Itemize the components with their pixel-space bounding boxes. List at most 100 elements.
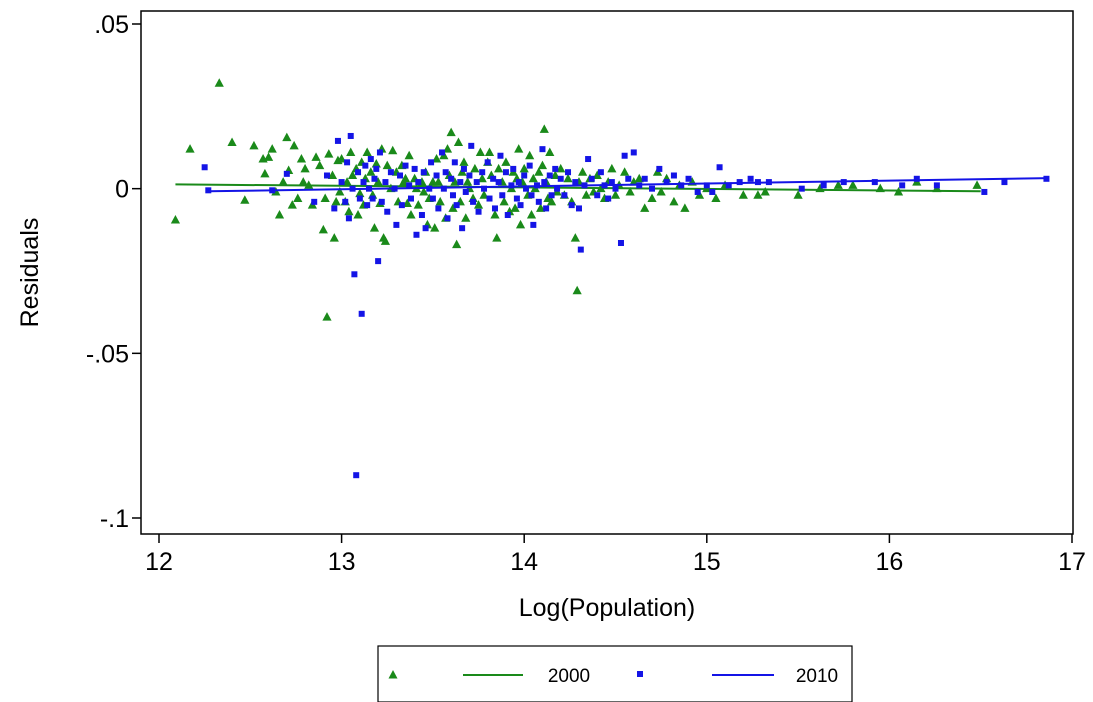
data-point-2010 (440, 185, 447, 192)
data-point-2000 (556, 163, 566, 173)
data-point-2000 (647, 193, 657, 203)
data-point-2010 (588, 175, 595, 182)
data-point-2010 (371, 175, 378, 182)
data-point-2000 (240, 195, 250, 204)
data-point-2000 (833, 180, 843, 189)
data-point-2010 (554, 185, 561, 192)
data-point-2010 (407, 195, 414, 202)
data-point-2000 (620, 167, 630, 176)
data-point-2000 (484, 147, 495, 156)
data-point-2000 (296, 154, 307, 163)
x-tick-label: 15 (693, 548, 721, 576)
x-tick-label: 17 (1058, 548, 1086, 576)
data-point-2000 (545, 147, 555, 156)
data-point-2000 (515, 219, 526, 229)
data-point-2000 (470, 163, 480, 173)
data-point-2010 (548, 192, 555, 199)
data-point-2000 (452, 239, 462, 249)
data-point-2010 (448, 175, 455, 182)
data-point-2000 (477, 173, 487, 183)
x-tick-label: 14 (510, 548, 538, 576)
data-point-2000 (501, 157, 511, 166)
data-point-2000 (278, 177, 288, 186)
data-point-2000 (185, 144, 195, 153)
data-point-2000 (227, 137, 237, 147)
data-point-2010 (398, 202, 405, 209)
data-point-2010 (413, 231, 420, 238)
data-point-2000 (282, 132, 292, 142)
data-point-2000 (315, 160, 325, 170)
data-point-2010 (747, 175, 754, 182)
data-point-2010 (402, 162, 409, 169)
data-point-2000 (563, 173, 573, 183)
data-point-2010 (572, 179, 579, 186)
data-point-2000 (453, 137, 464, 147)
data-point-2010 (565, 169, 572, 176)
data-point-2000 (355, 188, 365, 198)
data-point-2010 (429, 195, 436, 202)
data-point-2010 (517, 202, 524, 209)
data-point-2010 (504, 212, 511, 219)
data-point-2000 (170, 214, 181, 224)
data-point-2010 (201, 164, 208, 171)
data-point-2010 (449, 192, 456, 199)
data-point-2010 (541, 179, 548, 186)
data-point-2000 (329, 233, 339, 242)
data-point-2010 (466, 172, 473, 179)
data-point-2010 (871, 179, 878, 186)
data-point-2000 (537, 160, 548, 170)
data-point-2000 (492, 233, 502, 242)
data-point-2000 (848, 180, 858, 189)
data-point-2000 (346, 147, 356, 156)
data-point-2000 (362, 147, 372, 156)
data-point-2000 (711, 193, 721, 203)
data-point-2000 (625, 186, 635, 196)
data-point-2010 (459, 225, 466, 232)
data-point-2000 (570, 233, 580, 242)
data-point-2000 (680, 203, 690, 212)
data-point-2010 (384, 208, 391, 215)
data-point-2010 (557, 175, 564, 182)
data-point-2010 (725, 182, 732, 189)
data-point-2010 (499, 192, 506, 199)
data-point-2010 (510, 165, 517, 172)
x-tick-label: 12 (145, 548, 173, 576)
data-point-2000 (430, 223, 440, 232)
data-point-2000 (669, 196, 679, 206)
y-tick-label: -.05 (86, 340, 129, 368)
data-point-2000 (371, 158, 381, 168)
data-point-2010 (625, 175, 632, 182)
data-point-2010 (526, 162, 533, 169)
data-point-2010 (709, 188, 716, 195)
data-point-2000 (214, 78, 224, 87)
data-point-2000 (510, 203, 520, 212)
data-point-2000 (592, 170, 602, 179)
data-point-2010 (347, 132, 354, 139)
data-point-2000 (320, 193, 330, 203)
y-tick-label: 0 (115, 176, 129, 204)
data-point-2000 (546, 196, 557, 206)
data-point-2000 (462, 177, 473, 186)
data-point-2000 (337, 154, 347, 163)
data-point-2000 (318, 224, 328, 234)
data-point-2010 (530, 221, 537, 228)
data-point-2000 (327, 170, 338, 179)
data-point-2010 (338, 179, 345, 186)
data-point-2010 (344, 159, 351, 166)
data-point-2010 (356, 195, 363, 202)
data-point-2010 (515, 179, 522, 186)
data-point-2010 (981, 188, 988, 195)
data-point-2000 (572, 285, 582, 295)
data-point-2010 (703, 182, 710, 189)
data-point-2010 (444, 215, 451, 222)
legend-marker-triangle (388, 670, 398, 679)
data-point-2010 (577, 246, 584, 253)
data-point-2010 (575, 205, 582, 212)
data-point-2000 (347, 170, 358, 179)
data-point-2000 (629, 177, 639, 186)
data-point-2010 (552, 165, 559, 172)
data-point-2010 (535, 198, 542, 205)
data-point-2010 (345, 215, 352, 222)
data-point-2010 (331, 205, 338, 212)
data-point-2010 (502, 169, 509, 176)
